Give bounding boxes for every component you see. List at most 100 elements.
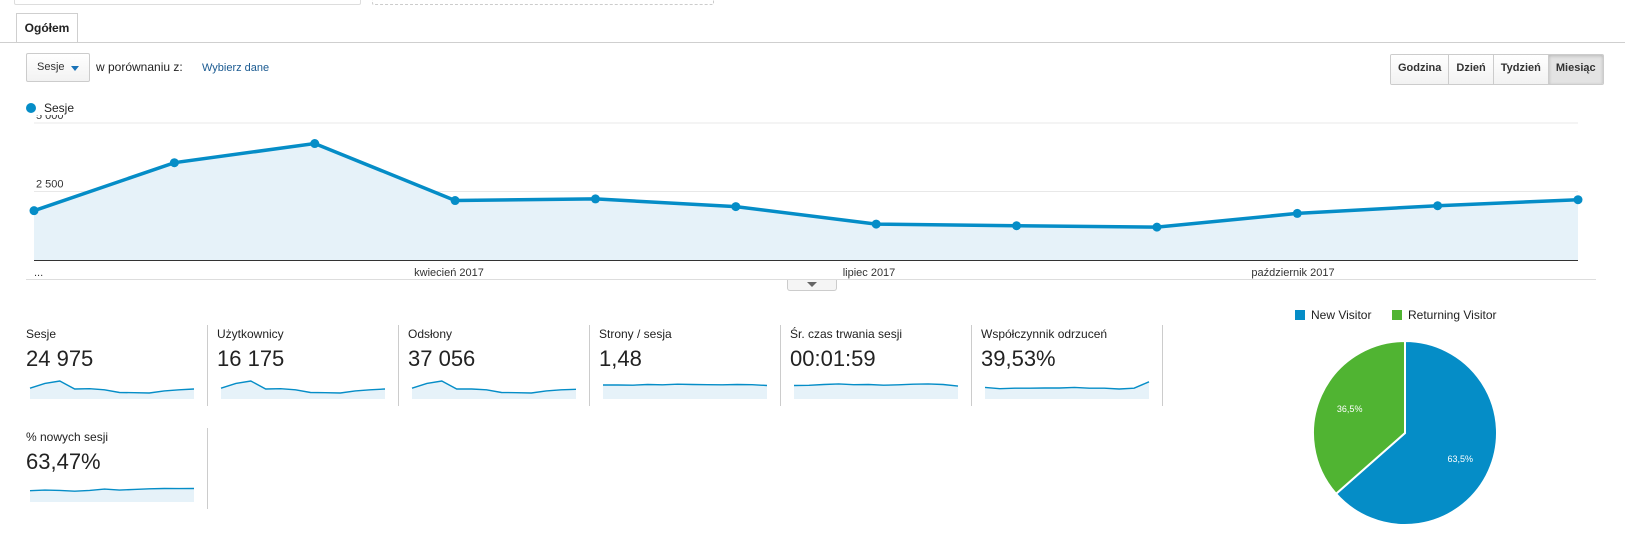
sparkline-line	[29, 487, 195, 492]
pie-slice	[1312, 339, 1406, 496]
metric-divider	[780, 325, 781, 406]
series-line	[33, 141, 1579, 229]
period-day-button[interactable]: Dzień	[1449, 55, 1494, 84]
chevron-down-icon	[71, 66, 79, 71]
metric-select[interactable]: Sesje	[26, 53, 90, 82]
sparkline	[603, 383, 768, 399]
metric-value: 00:01:59	[790, 346, 876, 371]
data-point	[871, 219, 881, 229]
new-visitor-swatch-icon	[1295, 310, 1305, 320]
sparkline	[220, 380, 386, 399]
data-point	[169, 158, 179, 168]
metric-label: Odsłony	[408, 327, 453, 341]
chart-separator	[26, 279, 1596, 280]
metric-bounce-rate[interactable]: Współczynnik odrzuceń 39,53%	[981, 327, 1161, 404]
metric-label: Strony / sesja	[599, 327, 672, 341]
sparkline-line	[793, 383, 959, 387]
sparkline	[793, 383, 959, 399]
sparkline	[29, 380, 195, 399]
period-hour-button[interactable]: Godzina	[1391, 55, 1450, 84]
add-segment-box[interactable]	[372, 0, 714, 5]
metric-value: 16 175	[217, 346, 285, 371]
metric-new-sessions[interactable]: % nowych sesji 63,47%	[26, 430, 206, 507]
data-point	[1012, 221, 1022, 231]
metric-label: Śr. czas trwania sesji	[790, 327, 903, 341]
visitor-pie-chart: 63,5% 36,5%	[1312, 339, 1498, 526]
collapse-chart-toggle[interactable]	[787, 280, 837, 291]
metric-value: 37 056	[408, 346, 476, 371]
metric-value: 1,48	[599, 346, 642, 371]
y-tick-label: 5 000	[36, 115, 64, 122]
metric-users[interactable]: Użytkownicy 16 175	[217, 327, 397, 404]
pie-slice	[1334, 339, 1498, 526]
series-area	[34, 143, 1578, 260]
data-point	[450, 196, 460, 206]
pie-legend-new-label: New Visitor	[1311, 308, 1372, 322]
sparkline-area	[603, 384, 767, 399]
metric-pages-per-session[interactable]: Strony / sesja 1,48	[599, 327, 779, 404]
pie-slice-label: 63,5%	[1448, 454, 1474, 464]
sessions-chart: 5 000 2 500... kwiecień 2017 lipiec 2017 paź…	[29, 115, 1583, 279]
chart-legend[interactable]: Sesje	[26, 101, 74, 115]
metric-pageviews[interactable]: Odsłony 37 056	[408, 327, 588, 404]
pie-legend-new[interactable]: New Visitor	[1295, 308, 1371, 322]
sparkline	[29, 487, 195, 502]
pie-legend-returning-label: Returning Visitor	[1408, 308, 1497, 322]
data-point	[29, 206, 39, 216]
metric-divider	[207, 325, 208, 406]
x-tick-label: ...	[34, 267, 43, 279]
segment-box[interactable]	[14, 0, 361, 5]
compare-select-link[interactable]: Wybierz dane	[202, 62, 270, 74]
sparkline-area	[30, 488, 194, 502]
data-point	[310, 139, 320, 149]
metric-value: 63,47%	[26, 449, 101, 474]
x-tick-label: październik 2017	[1251, 267, 1334, 279]
returning-visitor-swatch-icon	[1392, 310, 1402, 320]
legend-series-label: Sesje	[44, 101, 75, 115]
metric-select-label: Sesje	[37, 61, 65, 73]
sparkline-line	[603, 383, 768, 387]
metric-label: Sesje	[26, 327, 57, 341]
period-week-button[interactable]: Tydzień	[1493, 55, 1549, 84]
metric-divider	[1162, 325, 1163, 406]
sparkline-line	[220, 380, 386, 394]
metric-value: 24 975	[26, 346, 94, 371]
sparkline-line	[29, 380, 195, 394]
sparkline-area	[221, 381, 385, 399]
metric-divider	[589, 325, 590, 406]
metric-avg-session-duration[interactable]: Śr. czas trwania sesji 00:01:59	[790, 327, 970, 404]
sparkline	[984, 381, 1150, 399]
data-point	[1433, 201, 1443, 211]
sparkline-area	[985, 381, 1149, 399]
metric-label: Współczynnik odrzuceń	[981, 327, 1108, 341]
metric-divider	[207, 428, 208, 509]
data-point	[1152, 222, 1162, 232]
tab-overview[interactable]: Ogółem	[16, 13, 78, 43]
data-point	[1292, 208, 1302, 218]
metric-label: % nowych sesji	[26, 430, 109, 444]
y-tick-label: 2 500	[36, 179, 64, 191]
metric-label: Użytkownicy	[217, 327, 284, 341]
x-tick-label: kwiecień 2017	[414, 267, 484, 279]
sparkline	[411, 380, 577, 399]
metric-value: 39,53%	[981, 346, 1056, 371]
compare-label: w porównaniu z:	[96, 60, 183, 74]
period-month-button[interactable]: Miesiąc	[1548, 55, 1603, 84]
sparkline-area	[794, 383, 958, 399]
x-tick-label: lipiec 2017	[843, 267, 896, 279]
tab-divider	[0, 42, 1625, 43]
sparkline-area	[412, 381, 576, 399]
sparkline-line	[411, 380, 577, 394]
data-point	[590, 194, 600, 204]
sparkline-area	[30, 381, 194, 399]
period-toggle: Godzina Dzień Tydzień Miesiąc	[1390, 54, 1604, 85]
data-point	[731, 202, 741, 212]
metric-divider	[971, 325, 972, 406]
legend-dot-icon	[26, 103, 36, 113]
data-point	[1573, 195, 1583, 205]
metric-sessions[interactable]: Sesje 24 975	[26, 327, 206, 404]
pie-legend-returning[interactable]: Returning Visitor	[1392, 308, 1497, 322]
sparkline-line	[984, 381, 1150, 390]
pie-slice-label: 36,5%	[1337, 404, 1363, 414]
metric-divider	[398, 325, 399, 406]
